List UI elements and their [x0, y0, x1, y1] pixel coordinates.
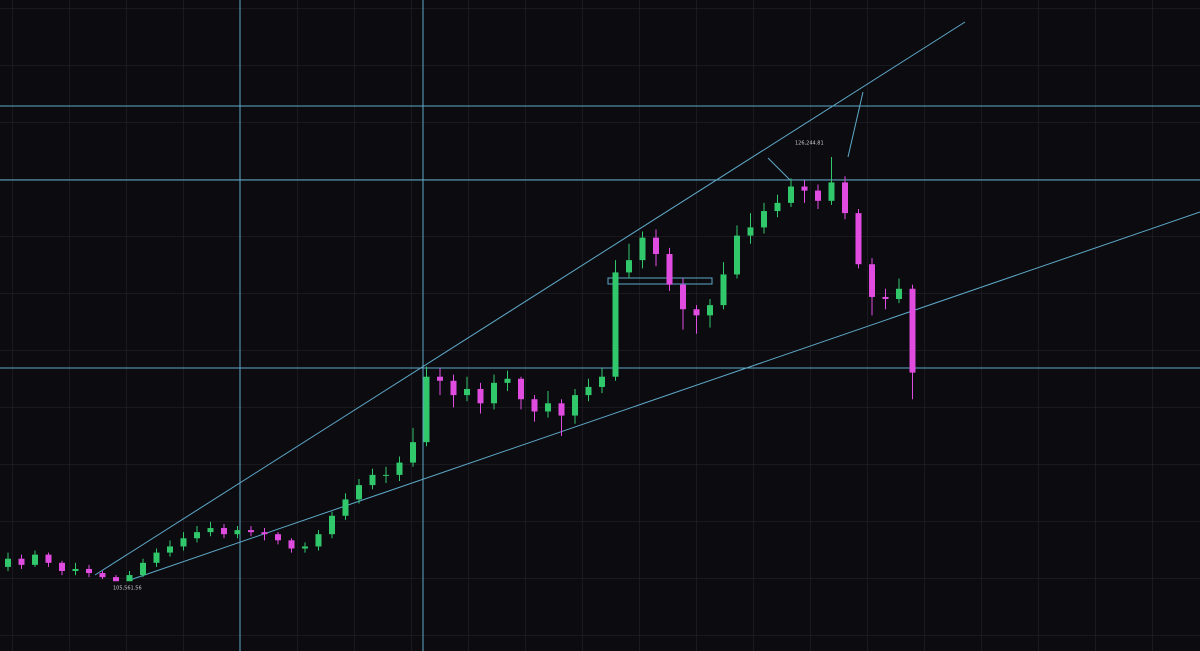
- candle-body: [194, 532, 200, 539]
- candle-body: [477, 388, 484, 404]
- candle-body: [680, 284, 686, 310]
- candle-body: [275, 534, 281, 541]
- candle-body: [302, 546, 308, 549]
- candle-body: [747, 227, 754, 236]
- candle-body: [329, 515, 335, 535]
- candle-body: [518, 378, 524, 400]
- candle-body: [248, 530, 254, 533]
- candle-body: [437, 376, 443, 381]
- candle-body: [180, 538, 187, 547]
- candle-body: [450, 380, 457, 396]
- candle-body: [207, 528, 214, 533]
- candle-body: [221, 528, 227, 535]
- candle-body: [45, 554, 52, 563]
- trend-line: [94, 21, 966, 576]
- candle-body: [126, 575, 133, 582]
- candle-body: [72, 568, 79, 571]
- candle-body: [882, 296, 889, 299]
- candle-body: [545, 403, 551, 412]
- candle-body: [693, 309, 700, 316]
- candles: [5, 156, 916, 582]
- candle-body: [761, 211, 767, 228]
- candle-body: [369, 474, 376, 486]
- candle-body: [86, 568, 92, 574]
- candle-body: [153, 552, 160, 563]
- candle-body: [59, 562, 65, 571]
- candle-body: [113, 577, 119, 582]
- range-box: [607, 277, 713, 285]
- candle-body: [5, 558, 11, 567]
- candle-body: [504, 378, 511, 383]
- candle-body: [896, 288, 902, 299]
- candle-body: [558, 403, 565, 416]
- candle-body: [869, 264, 875, 297]
- candle-body: [396, 462, 403, 475]
- candle-body: [599, 376, 605, 387]
- candle-body: [342, 499, 349, 516]
- trend-line: [767, 157, 791, 181]
- candle-body: [234, 530, 241, 535]
- trend-line: [129, 211, 1200, 581]
- candle-body: [585, 386, 592, 396]
- candle-body: [491, 382, 497, 404]
- candle-body: [315, 534, 322, 547]
- candle-body: [828, 182, 835, 201]
- candle-body: [167, 546, 173, 553]
- candle-body: [909, 288, 916, 373]
- price-label: 105,561.56: [113, 586, 142, 592]
- candle-body: [32, 554, 38, 565]
- candle-body: [707, 305, 713, 316]
- candle-body: [626, 260, 632, 273]
- candle-body: [410, 442, 416, 463]
- candle-body: [788, 186, 794, 203]
- candle-body: [815, 190, 821, 201]
- candle-body: [666, 254, 673, 285]
- candle-body: [855, 213, 862, 265]
- candle-body: [288, 540, 295, 549]
- candle-body: [774, 202, 781, 212]
- candle-body: [261, 532, 268, 535]
- candle-body: [653, 237, 659, 255]
- candle-body: [423, 376, 430, 443]
- candle-body: [531, 399, 538, 412]
- price-label: 126,244.81: [795, 141, 824, 147]
- candle-body: [720, 274, 727, 306]
- candle-body: [801, 186, 808, 191]
- trend-line: [847, 91, 864, 158]
- candle-body: [734, 235, 740, 275]
- candle-body: [140, 562, 146, 576]
- candle-body: [639, 237, 646, 261]
- candle-body: [383, 474, 389, 476]
- candle-body: [18, 558, 25, 565]
- candle-body: [572, 395, 578, 416]
- candle-body: [356, 485, 362, 500]
- candle-body: [842, 182, 848, 214]
- candle-body: [99, 573, 106, 578]
- candle-body: [612, 272, 619, 377]
- candle-body: [464, 388, 470, 396]
